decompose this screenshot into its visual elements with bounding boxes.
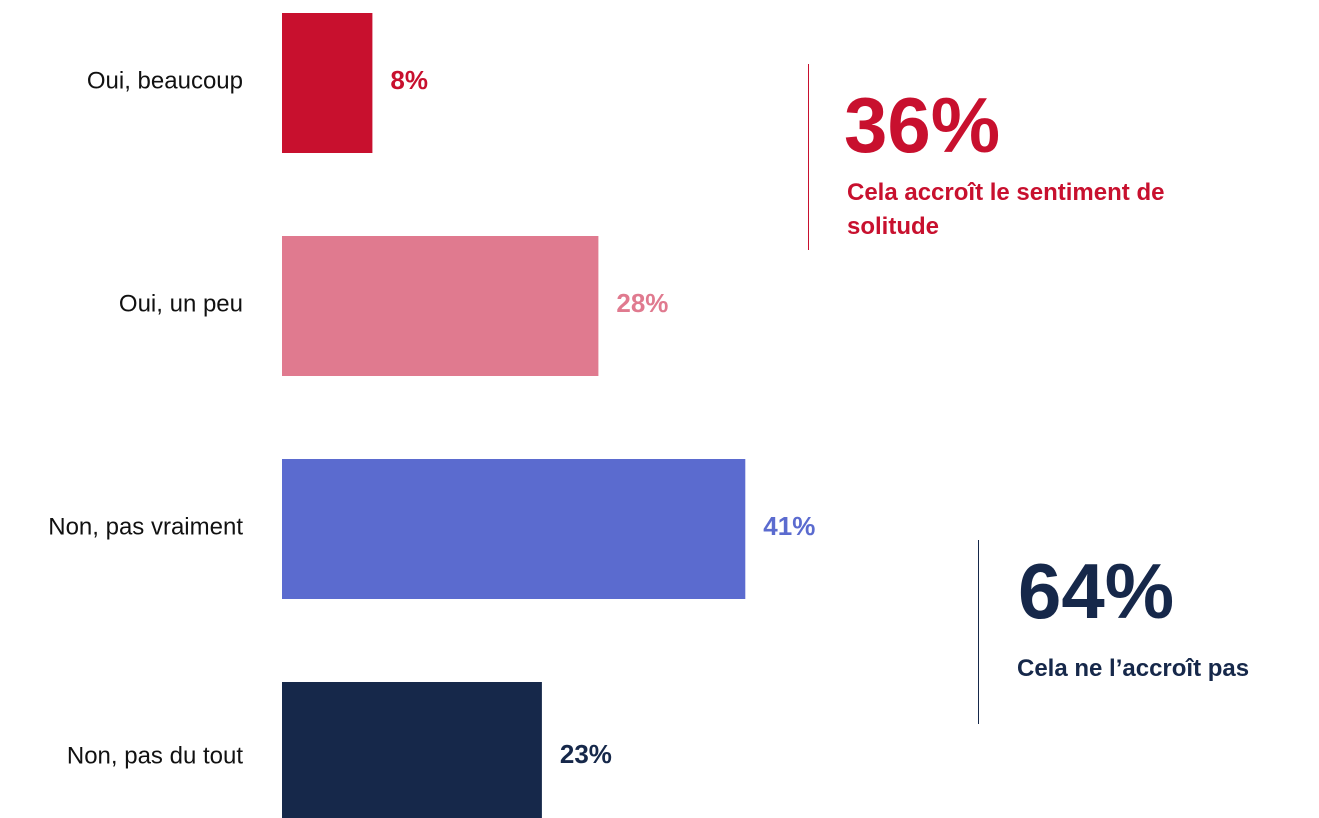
- value-label-3: 41%: [763, 511, 815, 541]
- summary-yes-divider: [808, 64, 809, 250]
- summary-no-divider: [978, 540, 979, 724]
- bar-1: [282, 13, 373, 153]
- category-label-3: Non, pas vraiment: [48, 513, 243, 540]
- summary-no: 64% Cela ne l’accroît pas: [978, 540, 1318, 724]
- bar-4: [282, 682, 542, 818]
- bar-3: [282, 459, 746, 599]
- value-label-1: 8%: [390, 65, 428, 95]
- value-label-2: 28%: [616, 288, 668, 318]
- summary-no-value: 64%: [1018, 547, 1175, 635]
- value-label-4: 23%: [560, 739, 612, 769]
- summary-yes-text: Cela accroît le sentiment de solitude: [847, 179, 1165, 240]
- category-label-2: Oui, un peu: [119, 290, 243, 317]
- summary-yes-value: 36%: [844, 81, 1001, 169]
- summary-yes: 36% Cela accroît le sentiment de solitud…: [808, 64, 1228, 250]
- bar-2: [282, 236, 599, 376]
- category-label-4: Non, pas du tout: [67, 742, 243, 769]
- summary-no-text: Cela ne l’accroît pas: [1017, 655, 1250, 682]
- category-label-1: Oui, beaucoup: [87, 67, 243, 94]
